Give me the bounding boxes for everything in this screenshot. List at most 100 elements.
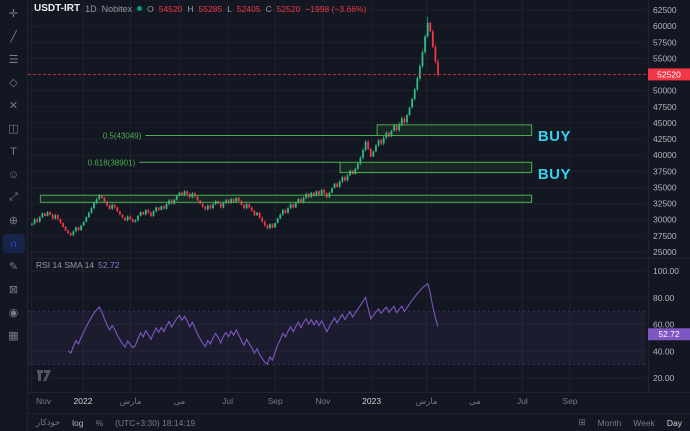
buy-annotation: BUY bbox=[538, 166, 571, 183]
rsi-value: 52.72 bbox=[98, 260, 120, 270]
emoji-tool-icon: ☺ bbox=[7, 168, 20, 181]
price-axis-label: 60000 bbox=[653, 21, 677, 31]
time-axis-label: 2022 bbox=[74, 396, 93, 406]
magnet-tool[interactable]: ∩ bbox=[2, 234, 25, 253]
fib-level-label: 0.618(38901) bbox=[88, 158, 136, 167]
chart-main: 0.5(43049) 0.618(38901) BUY BUY 62500 60000 57… bbox=[28, 0, 690, 431]
log-scale-button[interactable]: log bbox=[72, 417, 84, 428]
time-axis-label: Sep bbox=[562, 396, 577, 406]
price-axis-label: 57500 bbox=[653, 37, 677, 47]
time-axis-label: Nov bbox=[36, 396, 52, 406]
hide-drawings-tool[interactable]: ◉ bbox=[3, 303, 25, 322]
chart-canvas[interactable]: 0.5(43049) 0.618(38901) BUY BUY 62500 60000 57… bbox=[28, 0, 690, 413]
rsi-axis-label: 60.00 bbox=[653, 320, 675, 330]
time-axis-label: Nov bbox=[315, 396, 331, 406]
time-axis-label: مارس bbox=[120, 396, 142, 406]
price-axis-label: 40000 bbox=[653, 150, 677, 160]
zoom-tool[interactable]: ⊕ bbox=[3, 211, 25, 230]
time-axis-label: مارس bbox=[416, 396, 438, 406]
draw-tool[interactable]: ✎ bbox=[3, 257, 25, 276]
market-status-dot bbox=[137, 6, 143, 11]
price-axis-label: 30000 bbox=[653, 215, 677, 225]
price-axis-label: 32500 bbox=[653, 199, 677, 209]
rsi-axis-label: 100.00 bbox=[653, 266, 679, 276]
price-axis-label: 50000 bbox=[653, 86, 677, 96]
statusbar-right: ⊞ Month Week Day bbox=[579, 417, 682, 428]
time-axis-label: Jul bbox=[222, 396, 233, 406]
price-axis-label: 37500 bbox=[653, 166, 677, 176]
trend-line-tool[interactable]: ╱ bbox=[3, 27, 25, 46]
forecast-tool[interactable]: ◫ bbox=[3, 119, 25, 138]
time-axis-label: می bbox=[174, 396, 186, 406]
fib-retracement-tool[interactable]: ☰ bbox=[3, 50, 25, 69]
high-label: H bbox=[187, 3, 194, 14]
zoom-tool-icon: ⊕ bbox=[8, 215, 19, 227]
current-price-badge-text: 52520 bbox=[657, 69, 681, 79]
measure-tool[interactable]: ⤢ bbox=[3, 188, 25, 207]
range-day-button[interactable]: Day bbox=[666, 417, 682, 428]
rsi-axis-label: 40.00 bbox=[653, 346, 675, 356]
price-axis-label: 45000 bbox=[653, 118, 677, 128]
magnet-tool-icon: ∩ bbox=[9, 237, 18, 250]
rsi-axis-label: 20.00 bbox=[653, 373, 675, 383]
change-value: −1998 (−3.66%) bbox=[305, 3, 367, 14]
time-axis-label: Sep bbox=[268, 396, 283, 406]
clock[interactable]: (UTC+3:30) 18:14:19 bbox=[115, 417, 196, 428]
go-to-date-icon[interactable]: ⊞ bbox=[578, 417, 586, 427]
interval-label[interactable]: 1D bbox=[85, 3, 97, 14]
close-value: 52520 bbox=[276, 3, 301, 14]
rsi-band bbox=[28, 311, 646, 365]
current-price-badge bbox=[648, 68, 690, 81]
price-axis-label: 47500 bbox=[653, 102, 677, 112]
shapes-tool-icon: ◇ bbox=[9, 77, 18, 89]
drawing-toolbar: ✛ ╱ ☰ ◇ ✕ ◫ T ☺ ⤢ ⊕ ∩ ✎ ⊠ ◉ ▦ bbox=[0, 0, 28, 431]
buy-annotation: BUY bbox=[538, 128, 571, 145]
low-label: L bbox=[227, 3, 232, 14]
rsi-axis-label: 80.00 bbox=[653, 293, 675, 303]
auto-scale-button[interactable]: خودکار bbox=[36, 417, 61, 427]
forecast-tool-icon: ◫ bbox=[8, 123, 19, 135]
price-axis-label: 25000 bbox=[653, 247, 677, 257]
statusbar-left: خودکار log % (UTC+3:30) 18:14:19 bbox=[36, 417, 195, 428]
price-axis-label: 55000 bbox=[653, 53, 677, 63]
lock-tool[interactable]: ⊠ bbox=[3, 280, 25, 299]
trend-line-tool-icon: ╱ bbox=[10, 31, 17, 43]
lock-tool-icon: ⊠ bbox=[8, 284, 19, 296]
cursor-tool[interactable]: ✛ bbox=[3, 4, 25, 23]
fib-retracement-tool-icon: ☰ bbox=[8, 54, 19, 66]
range-month-button[interactable]: Month bbox=[597, 417, 622, 428]
cursor-tool-icon: ✛ bbox=[8, 8, 19, 20]
text-tool[interactable]: T bbox=[3, 142, 25, 161]
draw-tool-icon: ✎ bbox=[8, 261, 19, 273]
time-axis-label: می bbox=[469, 396, 481, 406]
buy-zone-2 bbox=[339, 161, 533, 174]
price-axis-label: 27500 bbox=[653, 231, 677, 241]
rsi-value-badge bbox=[648, 328, 690, 341]
high-value: 55285 bbox=[198, 3, 223, 14]
xabcd-pattern-tool[interactable]: ✕ bbox=[3, 96, 25, 115]
hide-drawings-tool-icon: ◉ bbox=[8, 307, 19, 319]
tradingview-watermark bbox=[36, 369, 52, 387]
shapes-tool[interactable]: ◇ bbox=[3, 73, 25, 92]
price-axis-label: 42500 bbox=[653, 134, 677, 144]
percent-scale-button[interactable]: % bbox=[95, 417, 104, 428]
low-value: 52405 bbox=[236, 3, 261, 14]
range-week-button[interactable]: Week bbox=[633, 417, 655, 428]
close-label: C bbox=[265, 3, 272, 14]
remove-drawings-tool-icon: ▦ bbox=[8, 330, 19, 342]
buy-zone-1 bbox=[376, 124, 533, 137]
price-axis-label: 35000 bbox=[653, 182, 677, 192]
symbol-name[interactable]: USDT-IRT bbox=[34, 3, 81, 14]
rsi-title: RSI 14 SMA 14 bbox=[36, 260, 95, 270]
open-label: O bbox=[147, 3, 154, 14]
exchange-label: Nobitex bbox=[101, 3, 133, 14]
fib-level-label: 0.5(43049) bbox=[103, 132, 142, 141]
remove-drawings-tool[interactable]: ▦ bbox=[3, 326, 25, 345]
rsi-line bbox=[67, 282, 439, 366]
emoji-tool[interactable]: ☺ bbox=[3, 165, 25, 184]
price-axis-label: 62500 bbox=[653, 5, 677, 15]
text-tool-icon: T bbox=[10, 145, 17, 158]
measure-tool-icon: ⤢ bbox=[9, 191, 18, 203]
rsi-value-badge-text: 52.72 bbox=[658, 329, 680, 339]
